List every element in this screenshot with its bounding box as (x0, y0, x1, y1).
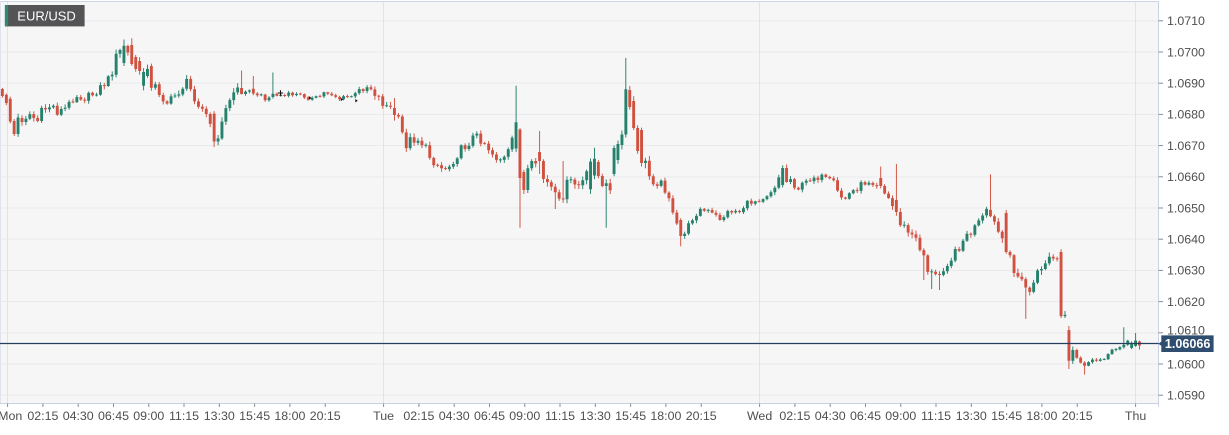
svg-text:11:15: 11:15 (921, 409, 951, 423)
svg-text:18:00: 18:00 (274, 409, 305, 423)
svg-text:06:45: 06:45 (98, 409, 129, 423)
svg-text:1.0650: 1.0650 (1167, 201, 1205, 215)
svg-text:13:30: 13:30 (956, 409, 987, 423)
svg-text:04:30: 04:30 (815, 409, 846, 423)
svg-text:1.0700: 1.0700 (1167, 45, 1205, 59)
svg-text:06:45: 06:45 (850, 409, 881, 423)
svg-text:09:00: 09:00 (885, 409, 916, 423)
svg-text:1.0610: 1.0610 (1167, 324, 1205, 338)
svg-text:02:15: 02:15 (27, 409, 58, 423)
svg-text:Tue: Tue (373, 409, 394, 423)
svg-text:1.0670: 1.0670 (1167, 139, 1205, 153)
svg-text:1.0710: 1.0710 (1167, 14, 1205, 28)
svg-text:Wed: Wed (747, 409, 772, 423)
svg-text:1.0620: 1.0620 (1167, 295, 1205, 309)
svg-text:09:00: 09:00 (509, 409, 540, 423)
svg-text:1.0630: 1.0630 (1167, 264, 1205, 278)
svg-text:1.0590: 1.0590 (1167, 389, 1205, 403)
svg-text:15:45: 15:45 (991, 409, 1022, 423)
svg-text:1.0680: 1.0680 (1167, 108, 1205, 122)
svg-text:20:15: 20:15 (1062, 409, 1093, 423)
svg-text:20:15: 20:15 (310, 409, 341, 423)
svg-text:15:45: 15:45 (615, 409, 646, 423)
svg-text:13:30: 13:30 (580, 409, 611, 423)
svg-text:EUR/USD: EUR/USD (17, 8, 76, 23)
svg-text:Mon: Mon (0, 409, 22, 423)
svg-text:20:15: 20:15 (686, 409, 717, 423)
svg-text:1.0660: 1.0660 (1167, 170, 1205, 184)
svg-text:02:15: 02:15 (403, 409, 434, 423)
svg-text:06:45: 06:45 (474, 409, 505, 423)
svg-text:11:15: 11:15 (545, 409, 575, 423)
svg-text:13:30: 13:30 (204, 409, 235, 423)
svg-text:04:30: 04:30 (439, 409, 470, 423)
svg-text:11:15: 11:15 (169, 409, 199, 423)
svg-text:1.0640: 1.0640 (1167, 233, 1205, 247)
svg-text:09:00: 09:00 (133, 409, 164, 423)
svg-text:04:30: 04:30 (63, 409, 94, 423)
svg-text:1.06066: 1.06066 (1165, 337, 1211, 351)
svg-text:15:45: 15:45 (239, 409, 270, 423)
svg-text:18:00: 18:00 (1026, 409, 1057, 423)
svg-text:18:00: 18:00 (650, 409, 681, 423)
svg-text:Thu: Thu (1125, 409, 1146, 423)
svg-text:02:15: 02:15 (779, 409, 810, 423)
svg-text:1.0600: 1.0600 (1167, 357, 1205, 371)
svg-text:1.0690: 1.0690 (1167, 77, 1205, 91)
